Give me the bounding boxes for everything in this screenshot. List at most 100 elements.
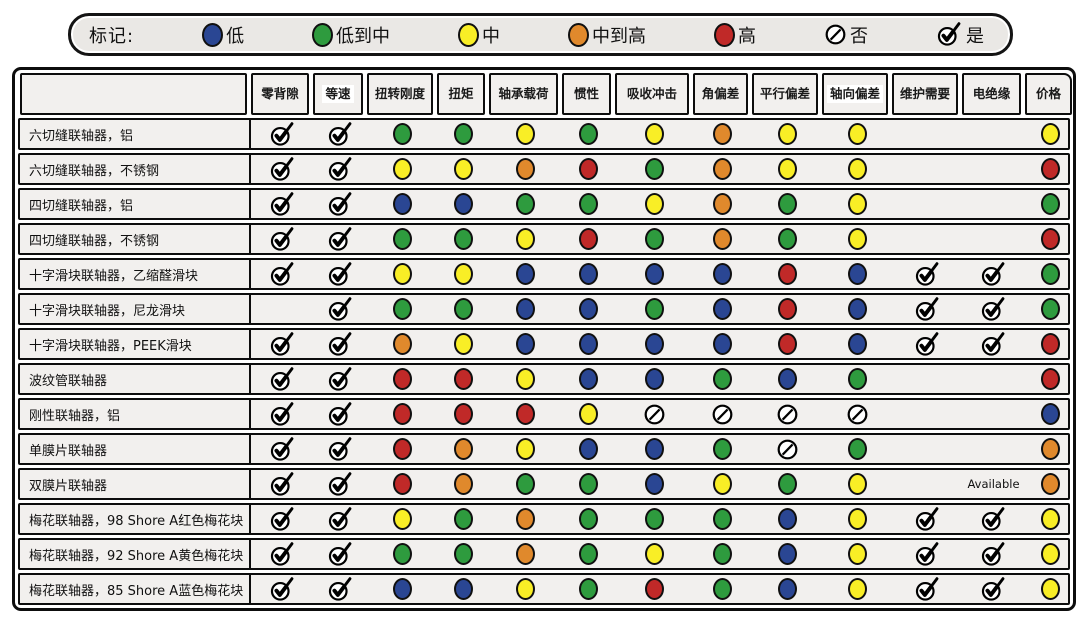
rating-cell — [562, 155, 615, 183]
rating-cell — [615, 435, 693, 463]
rating-low_med — [713, 368, 732, 390]
table-row: 十字滑块联轴器，尼龙滑块 — [18, 293, 1070, 325]
header-label: 扭矩 — [448, 86, 474, 102]
rating-low — [644, 263, 664, 285]
rating-dot-low — [579, 298, 598, 320]
rating-dot-med — [458, 22, 480, 47]
rating-med_high — [713, 228, 732, 250]
rating-dot-med_high — [713, 228, 732, 250]
rating-dot-med — [847, 123, 867, 145]
rating-cell — [489, 155, 562, 183]
rating-cell — [562, 435, 615, 463]
rating-low — [847, 333, 867, 355]
rating-med_high — [516, 158, 535, 180]
rating-dot-low_med — [392, 543, 412, 565]
rating-cell — [752, 225, 822, 253]
rating-low_med — [713, 438, 732, 460]
rating-cell — [822, 260, 892, 288]
yes-check-icon — [269, 471, 296, 498]
no-slash-icon — [643, 403, 666, 426]
rating-cell — [752, 295, 822, 323]
header-label: 角偏差 — [701, 86, 740, 102]
legend-item-low: 低 — [202, 22, 244, 48]
legend-item-med_high: 中到高 — [568, 22, 646, 48]
rating-cell — [313, 540, 367, 568]
rating-cell — [752, 155, 822, 183]
rating-cell — [892, 400, 962, 428]
rating-med — [1041, 543, 1060, 565]
rating-dot-high — [777, 298, 797, 320]
rating-dot-low_med — [847, 368, 867, 390]
rating-dot-med_high — [568, 22, 590, 47]
rating-cell — [562, 400, 615, 428]
rating-cell — [437, 260, 489, 288]
rating-low_med — [777, 473, 797, 495]
rating-dot-low_med — [579, 508, 598, 530]
yes-check-icon — [269, 261, 296, 288]
rating-low_med — [516, 193, 535, 215]
rating-dot-med — [516, 438, 535, 460]
rating-dot-low_med — [392, 228, 412, 250]
legend-item-yes: 是 — [936, 21, 984, 48]
rating-cell — [962, 435, 1025, 463]
rating-low — [777, 543, 797, 565]
header-label: 维护需要 — [899, 86, 950, 102]
rating-med — [847, 123, 867, 145]
header-cell-9: 轴向偏差 — [822, 73, 888, 115]
rating-low — [579, 263, 598, 285]
rating-dot-low_med — [579, 578, 598, 600]
rating-dot-med — [847, 228, 867, 250]
rating-low_med — [777, 228, 797, 250]
row-label: 双膜片联轴器 — [20, 470, 251, 498]
yes-check-icon — [269, 191, 296, 218]
rating-cell — [367, 225, 437, 253]
rating-dot-med_high — [516, 158, 535, 180]
rating-cell — [892, 190, 962, 218]
rating-cell — [752, 260, 822, 288]
rating-cell — [615, 120, 693, 148]
rating-low_med — [777, 193, 797, 215]
rating-cell — [437, 575, 489, 603]
rating-med — [516, 368, 535, 390]
rating-cell — [251, 470, 313, 498]
rating-med — [644, 123, 664, 145]
rating-cell — [489, 330, 562, 358]
rating-low — [847, 263, 867, 285]
header-label: 惯性 — [573, 86, 599, 102]
rating-med_high — [1041, 438, 1060, 460]
legend-item-label: 否 — [849, 25, 868, 47]
rating-cell — [615, 575, 693, 603]
rating-dot-low — [847, 298, 867, 320]
rating-low_med — [392, 123, 412, 145]
rating-dot-high — [1041, 228, 1060, 250]
yes-check-icon — [914, 576, 941, 603]
rating-cell — [962, 540, 1025, 568]
rating-dot-high — [1041, 333, 1060, 355]
rating-cell — [1025, 575, 1076, 603]
header-label: 零背隙 — [261, 86, 299, 102]
table-row: 波纹管联轴器 — [18, 363, 1070, 395]
row-label: 十字滑块联轴器，尼龙滑块 — [20, 295, 251, 323]
yes-check-icon — [980, 506, 1007, 533]
rating-med — [458, 22, 480, 47]
yes-check-icon — [327, 576, 354, 603]
legend-item-label: 中到高 — [592, 25, 647, 47]
rating-cell — [822, 365, 892, 393]
yes-check-icon — [269, 121, 296, 148]
rating-med_high — [713, 123, 732, 145]
rating-med — [847, 228, 867, 250]
rating-low — [644, 473, 664, 495]
rating-dot-low — [579, 368, 598, 390]
yes-check-icon — [269, 401, 296, 428]
rating-cell — [562, 120, 615, 148]
rating-cell — [962, 400, 1025, 428]
rating-low — [453, 193, 473, 215]
rating-cell — [489, 540, 562, 568]
table-row: 十字滑块联轴器，PEEK滑块 — [18, 328, 1070, 360]
rating-cell — [489, 470, 562, 498]
rating-low_med — [516, 473, 535, 495]
rating-low_med — [453, 543, 473, 565]
rating-cell — [962, 190, 1025, 218]
table-row: 六切缝联轴器，不锈钢 — [18, 153, 1070, 185]
rating-cell — [437, 365, 489, 393]
